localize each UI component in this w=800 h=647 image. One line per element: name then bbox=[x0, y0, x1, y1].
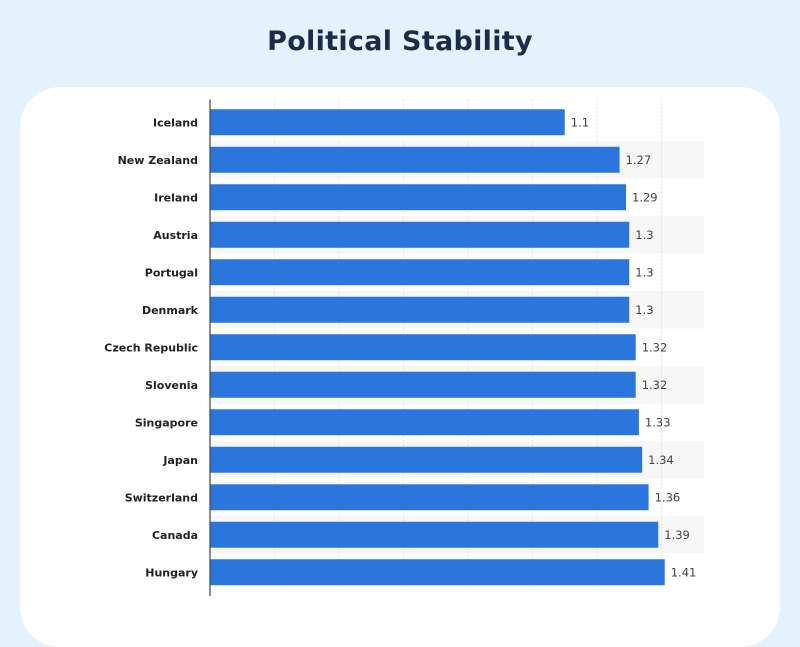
value-label: 1.34 bbox=[648, 453, 674, 467]
category-label: New Zealand bbox=[118, 154, 198, 167]
category-label: Slovenia bbox=[145, 379, 198, 392]
bar-czech-republic bbox=[210, 334, 636, 361]
value-label: 1.3 bbox=[635, 303, 653, 317]
bar-japan bbox=[210, 446, 643, 473]
value-label: 1.27 bbox=[626, 153, 652, 167]
category-label: Denmark bbox=[142, 304, 199, 317]
value-label: 1.36 bbox=[655, 490, 681, 504]
bar-austria bbox=[210, 221, 630, 248]
bar-chart: Iceland 1.1 New Zealand 1.27 Ireland 1.29 Aust… bbox=[104, 99, 697, 596]
category-label: Switzerland bbox=[125, 491, 198, 504]
category-label: Hungary bbox=[145, 566, 198, 579]
chart-title: Political Stability bbox=[267, 26, 533, 57]
category-label: Portugal bbox=[145, 266, 198, 279]
bar-new-zealand bbox=[210, 146, 620, 173]
category-label: Japan bbox=[162, 454, 198, 467]
value-label: 1.1 bbox=[571, 115, 589, 129]
bar-portugal bbox=[210, 259, 630, 286]
bar-iceland bbox=[210, 109, 565, 136]
bar-slovenia bbox=[210, 371, 636, 398]
value-label: 1.32 bbox=[642, 340, 668, 354]
bar-ireland bbox=[210, 184, 627, 211]
value-label: 1.33 bbox=[645, 415, 671, 429]
bar-denmark bbox=[210, 296, 630, 323]
value-label: 1.3 bbox=[635, 265, 653, 279]
bar-singapore bbox=[210, 409, 639, 436]
value-label: 1.32 bbox=[642, 378, 668, 392]
category-label: Czech Republic bbox=[104, 341, 198, 354]
value-label: 1.3 bbox=[635, 228, 653, 242]
bar-switzerland bbox=[210, 484, 649, 511]
category-label: Austria bbox=[153, 229, 198, 242]
value-label: 1.41 bbox=[671, 565, 697, 579]
category-label: Iceland bbox=[153, 116, 198, 129]
value-label: 1.29 bbox=[632, 190, 658, 204]
category-label: Ireland bbox=[154, 191, 198, 204]
bar-canada bbox=[210, 521, 659, 548]
category-label: Canada bbox=[152, 529, 198, 542]
category-label: Singapore bbox=[135, 416, 198, 429]
value-label: 1.39 bbox=[664, 528, 690, 542]
bar-hungary bbox=[210, 559, 665, 586]
